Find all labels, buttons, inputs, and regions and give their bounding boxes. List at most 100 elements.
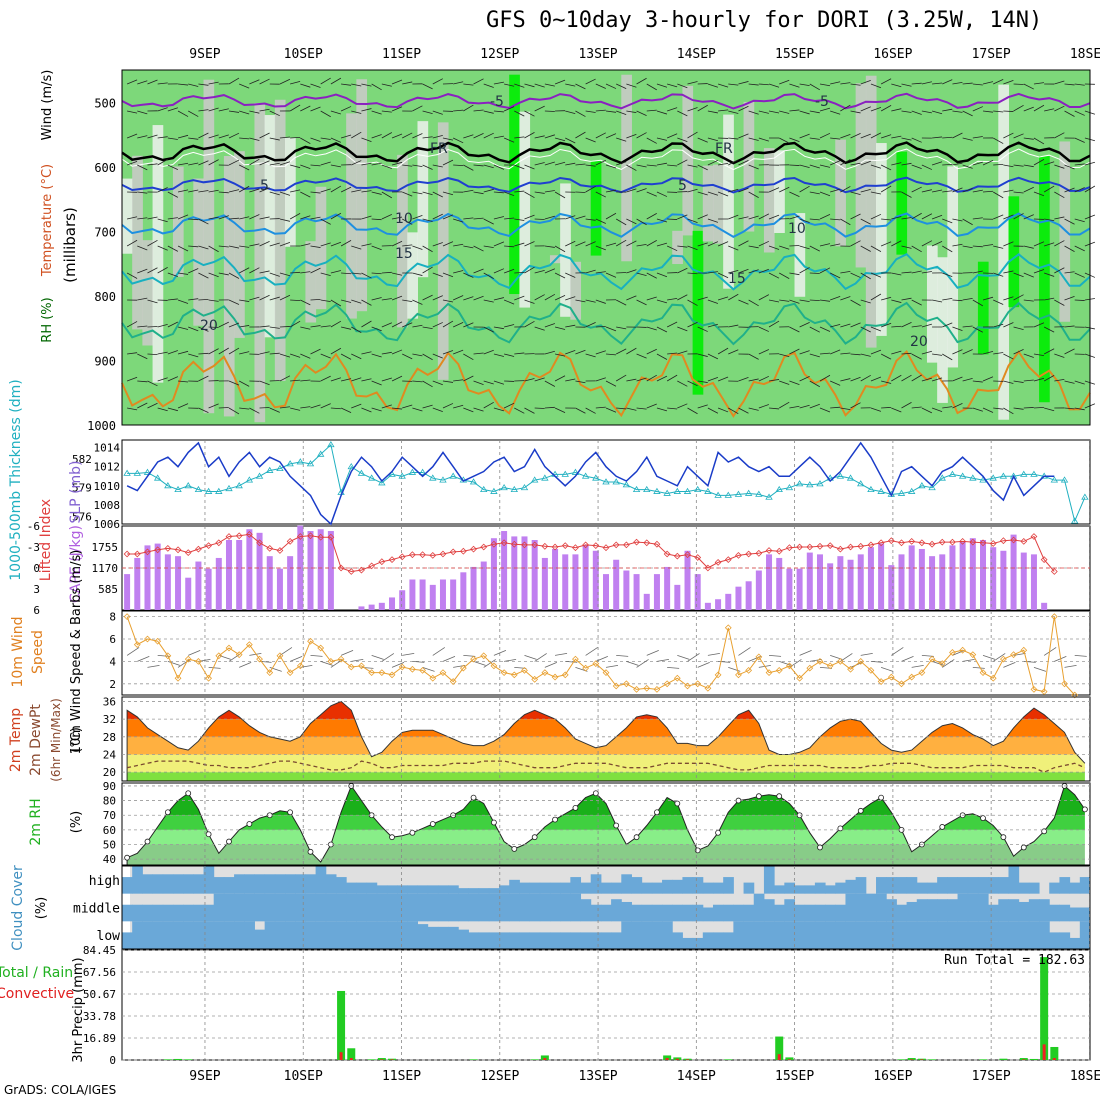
cloud-cell-middle <box>244 893 255 922</box>
wind-barb <box>646 83 657 91</box>
wind-barb <box>493 326 504 330</box>
wind-barb <box>228 272 240 279</box>
precip-tick-label: 84.45 <box>83 944 116 957</box>
surface-wind-barb <box>442 656 456 662</box>
wind-barb <box>901 137 912 141</box>
wind-barb <box>208 107 219 112</box>
cloud-cell-middle <box>947 899 959 922</box>
cloud-cell-high <box>152 874 164 894</box>
wind-barb <box>402 404 413 409</box>
lifted-index-point <box>358 566 365 574</box>
wind-barb <box>239 137 250 140</box>
cloud-cell-middle <box>682 904 694 922</box>
cloud-cell-low <box>488 932 500 949</box>
surface-wind-barb <box>1003 662 1016 668</box>
surface-wind-barb <box>880 667 894 672</box>
wind-barb <box>330 185 342 193</box>
wind-barb <box>860 106 871 112</box>
wind-barb <box>850 110 861 114</box>
temp-axis-label-3: (6hr Min/Max) <box>49 698 63 782</box>
wind-barb <box>942 190 953 193</box>
top-date-label: 9SEP <box>189 47 220 62</box>
wind-barb <box>605 380 617 387</box>
wind-barb <box>554 407 566 413</box>
wind-barb <box>310 404 321 409</box>
cloud-cell-high <box>712 882 724 894</box>
rh-cell <box>417 121 429 278</box>
cloud-cell-low <box>1028 921 1040 949</box>
lifted-index-point <box>429 552 437 559</box>
cape-bar <box>582 545 589 610</box>
wind-barb <box>391 133 403 139</box>
wind-barb <box>188 137 199 140</box>
cloud-cell-low <box>407 921 418 949</box>
cloud-cell-high <box>285 874 296 894</box>
cloud-cell-middle <box>499 893 510 922</box>
wind-speed-point <box>684 682 691 690</box>
rh2m-point <box>980 815 986 822</box>
wind-barb <box>565 162 576 166</box>
cloud-cell-high <box>468 888 480 894</box>
wind-barb <box>1064 245 1075 252</box>
cloud-cell-high <box>906 877 918 894</box>
cloud-cell-middle <box>468 893 480 922</box>
wind-speed-point <box>1050 613 1058 620</box>
wind-barb <box>809 218 820 221</box>
cloud-cell-middle <box>988 904 999 922</box>
wind-barb <box>718 163 729 166</box>
cloud-cell-low <box>712 932 724 949</box>
wind-barb <box>585 407 596 414</box>
lifted-index-point <box>490 540 498 548</box>
cloud-cell-high <box>183 874 194 894</box>
surface-wind-barb <box>972 667 985 669</box>
pressure-axis-label: (millibars) <box>61 207 79 283</box>
wind-barb <box>422 83 433 90</box>
precip-total-bar <box>785 1057 794 1060</box>
cloud-cell-middle <box>886 899 897 922</box>
cape-bar <box>317 529 324 610</box>
rh2m-point <box>429 821 436 827</box>
wind-barb <box>391 216 403 220</box>
wind-barb <box>1044 297 1055 301</box>
wind-barb <box>412 105 423 112</box>
lifted-index-point <box>714 559 722 566</box>
wind-barb <box>381 110 392 113</box>
lifted-index-point <box>551 543 559 551</box>
wind-barb <box>493 216 505 220</box>
cloud-cell-middle <box>264 893 276 922</box>
wind-barb <box>238 185 250 193</box>
wind-barb <box>290 81 301 85</box>
wind-barb <box>269 407 280 413</box>
cloud-cell-high <box>325 874 337 894</box>
wind-barb <box>127 110 138 114</box>
wind-barb <box>758 294 770 301</box>
lifted-index-point <box>256 539 263 547</box>
li-tick-label: -3 <box>27 541 40 554</box>
wind-barb <box>422 164 433 170</box>
wind-barb <box>198 352 209 355</box>
wind-barb <box>1044 407 1055 412</box>
cloud-cell-middle <box>906 901 918 922</box>
cloud-cell-low <box>264 921 276 949</box>
cloud-cell-low <box>509 932 520 949</box>
cloud-cell-middle <box>845 893 857 922</box>
wind-barb <box>565 378 576 382</box>
wind-barb <box>1013 294 1024 301</box>
cloud-cell-low <box>906 921 918 949</box>
wind-barb <box>554 245 566 253</box>
wind-barb <box>605 133 617 139</box>
wind-barb <box>432 242 443 247</box>
rh-cell <box>570 261 582 320</box>
rh2m-tick-label: 40 <box>103 853 116 866</box>
wind-barb <box>615 374 627 382</box>
wind-barb <box>463 189 474 193</box>
wind-barb <box>483 380 494 385</box>
contour-label: FR <box>715 141 733 157</box>
cloud-cell-middle <box>193 904 205 922</box>
cloud-cell-middle <box>712 904 724 922</box>
cloud-cell-high <box>855 877 867 894</box>
lifted-index-point <box>938 538 946 546</box>
cloud-cell-low <box>305 921 317 949</box>
wind-barb <box>371 326 382 332</box>
wind-barb <box>738 377 749 382</box>
